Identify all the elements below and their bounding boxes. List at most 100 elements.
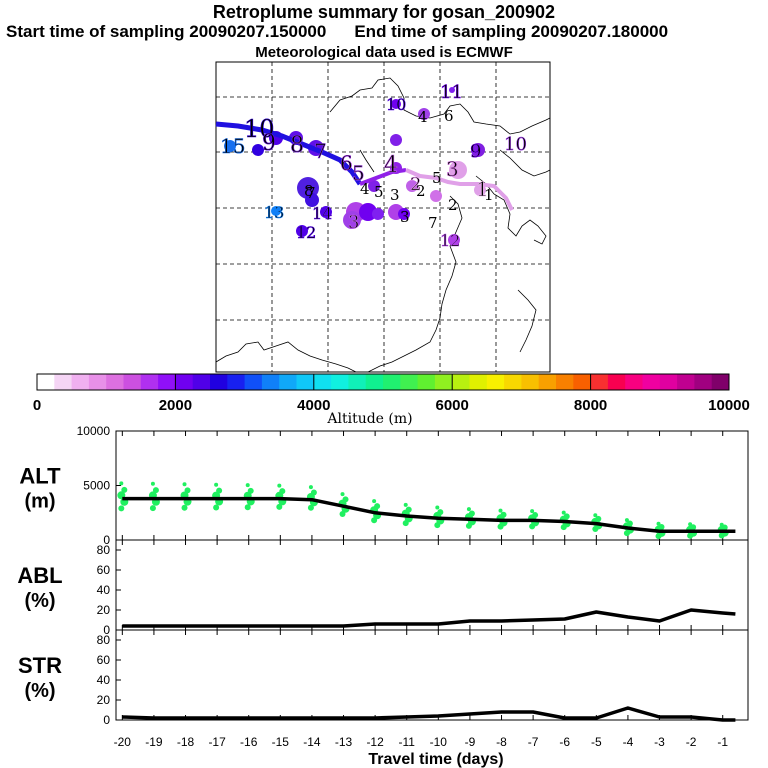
altitude-dot — [245, 483, 250, 488]
panel-frame — [115, 629, 749, 721]
map-label-small: 5 — [432, 169, 442, 187]
altitude-dot — [121, 486, 128, 493]
altitude-dot — [593, 513, 598, 518]
x-tick-label: -12 — [366, 735, 384, 749]
colorbar-swatch — [694, 374, 713, 390]
map-label-small: 5 — [374, 183, 384, 201]
map-label: 12 — [440, 231, 460, 250]
series-line-abl — [122, 608, 736, 628]
map-label: 9 — [262, 131, 276, 156]
colorbar-swatch — [521, 374, 540, 390]
plume-dot — [224, 140, 236, 152]
altitude-dot — [247, 487, 254, 494]
x-tick-label: -1 — [717, 735, 728, 749]
altitude-dot — [307, 504, 314, 511]
map-label: 10 — [244, 115, 275, 143]
x-tick-label: -15 — [272, 735, 290, 749]
map-label-small: 6 — [444, 107, 454, 125]
colorbar-swatch — [642, 374, 661, 390]
panel-unit: (m) — [24, 491, 55, 513]
colorbar-swatch — [106, 374, 124, 390]
plume-dot — [448, 234, 460, 246]
plume-dot — [471, 143, 485, 157]
time-series-panels: 1000050000ALT(m)806040200ABL(%)806040200… — [17, 424, 749, 749]
panel-frame — [115, 430, 749, 541]
altitude-dot — [149, 505, 156, 512]
altitude-colorbar: 0 2000 4000 6000 8000 10000 — [33, 373, 750, 414]
series-line-str — [122, 706, 736, 722]
map-label: 4 — [384, 153, 398, 178]
altitude-dot — [719, 522, 724, 527]
x-tick-label: -16 — [240, 735, 258, 749]
altitude-dot — [340, 492, 345, 497]
map-label: 9 — [470, 141, 481, 162]
colorbar-swatch — [607, 374, 626, 390]
altitude-dot — [182, 482, 187, 487]
map-label: 12 — [296, 223, 316, 242]
map-label: 15 — [220, 134, 245, 158]
y-tick-label: 80 — [97, 543, 111, 557]
altitude-dot — [532, 512, 539, 519]
y-tick-label: 60 — [97, 653, 111, 667]
x-tick-label: -9 — [465, 735, 476, 749]
colorbar-label: Altitude (m) — [326, 411, 412, 427]
x-axis-label: Travel time (days) — [368, 751, 503, 768]
map-label-small: 7 — [306, 184, 316, 202]
panel-unit: (%) — [24, 680, 55, 702]
map-label-small: 1 — [484, 186, 494, 204]
map-label: 3 — [446, 157, 459, 181]
plume-dot — [406, 180, 418, 192]
map-label: 7 — [314, 139, 327, 163]
altitude-dot — [118, 505, 125, 512]
altitude-dot — [624, 518, 629, 523]
colorbar-swatch — [123, 374, 142, 390]
x-tick-label: -20 — [114, 735, 132, 749]
altitude-dot — [688, 522, 693, 527]
panel-name: ALT — [19, 464, 61, 489]
altitude-dot — [500, 511, 507, 518]
map-label-small: 8 — [304, 182, 314, 200]
colorbar-swatch — [140, 374, 159, 390]
map-label-small: 3 — [400, 208, 410, 226]
y-tick-label: 0 — [103, 623, 110, 637]
y-tick-label: 5000 — [83, 479, 110, 493]
plume-dot — [449, 87, 455, 93]
colorbar-tick-label: 6000 — [436, 397, 469, 414]
altitude-dot — [277, 483, 282, 488]
series-line-alt — [122, 496, 736, 534]
plume-dot — [390, 134, 402, 146]
colorbar-swatch — [158, 374, 176, 390]
colorbar-tick-label: 8000 — [574, 397, 607, 414]
colorbar-swatch — [227, 374, 246, 390]
plume-dot — [296, 225, 308, 237]
map-label-small: 4 — [418, 108, 428, 126]
colorbar-swatch — [244, 374, 263, 390]
colorbar-swatch — [313, 374, 332, 390]
plume-dot — [305, 193, 319, 207]
plume-dot — [430, 190, 442, 202]
colorbar-swatch — [659, 374, 678, 390]
map-label: 14 — [312, 204, 332, 223]
altitude-dot — [310, 489, 317, 496]
y-tick-label: 10000 — [77, 424, 111, 438]
map-label: 3 — [348, 212, 359, 233]
plume-dot — [398, 208, 410, 220]
altitude-dot — [405, 506, 412, 513]
start-time-label: Start time of sampling 20090207.150000 En… — [6, 22, 668, 42]
altitude-dot — [181, 504, 188, 511]
colorbar-swatch — [210, 374, 228, 390]
coastlines — [215, 77, 551, 373]
altitude-dot — [374, 503, 381, 510]
altitude-dot — [530, 509, 535, 514]
colorbar-swatch — [452, 374, 470, 390]
colorbar-tick-label: 4000 — [297, 397, 330, 414]
altitude-dot — [276, 503, 283, 510]
colorbar-swatch — [383, 374, 401, 390]
map-label: 6 — [340, 151, 353, 175]
y-tick-label: 60 — [97, 563, 111, 577]
altitude-dot — [498, 508, 503, 513]
plume-dot — [320, 206, 332, 218]
met-data-label: Meteorological data used is ECMWF — [255, 44, 513, 61]
colorbar-swatch — [175, 374, 194, 390]
colorbar-swatch — [590, 374, 609, 390]
